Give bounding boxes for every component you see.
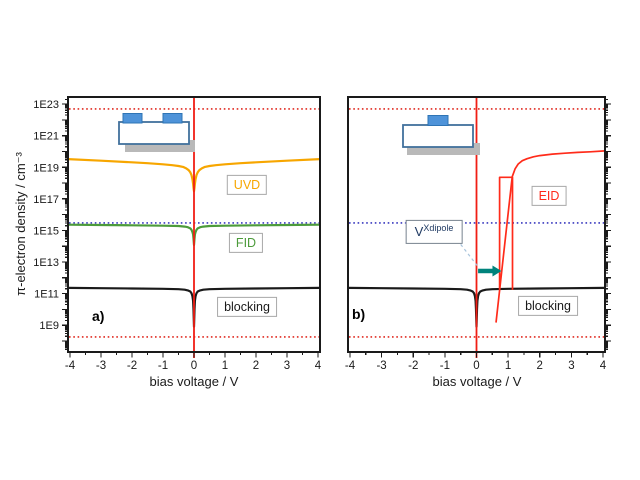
panel-b: -4 -3 -2 -1 0 1 2 3 4	[345, 96, 611, 372]
svg-text:1E13: 1E13	[33, 257, 59, 269]
panel-a: -4 -3 -2 -1 0 1 2 3 4 1E9 1E11 1E13 1E15 1E17 1E19 1E21…	[33, 96, 322, 372]
x-axis-ticks-b: -4 -3 -2 -1 0 1 2 3 4	[345, 352, 607, 372]
svg-text:2: 2	[536, 360, 542, 372]
svg-text:1: 1	[222, 360, 228, 372]
fid-label: FID	[228, 232, 264, 254]
svg-text:-2: -2	[408, 360, 418, 372]
eid-curve	[495, 150, 606, 323]
blocking-label-a: blocking	[217, 296, 277, 318]
svg-text:0: 0	[191, 360, 197, 372]
svg-text:-3: -3	[376, 360, 386, 372]
planar-device-one-top-electrode	[402, 115, 480, 155]
svg-text:-4: -4	[65, 360, 76, 372]
eid-curve	[498, 176, 514, 291]
svg-text:1E21: 1E21	[33, 131, 59, 143]
planar-device-two-top-electrodes	[118, 113, 195, 152]
x-axis-title-a: bias voltage / V	[149, 374, 239, 389]
svg-text:2: 2	[253, 360, 259, 372]
blocking-label-b: blocking	[518, 295, 578, 317]
svg-text:-4: -4	[345, 360, 356, 372]
y-axis-title: π-electron density / cm⁻³	[13, 152, 28, 296]
y-axis-ticks-a	[62, 98, 68, 350]
svg-text:1: 1	[505, 360, 511, 372]
panel-label-a: a)	[92, 308, 105, 324]
svg-text:3: 3	[568, 360, 574, 372]
svg-text:4: 4	[315, 360, 322, 372]
svg-text:1E15: 1E15	[33, 225, 59, 237]
svg-text:1E23: 1E23	[33, 99, 59, 111]
svg-text:-2: -2	[127, 360, 137, 372]
svg-text:1E17: 1E17	[33, 194, 59, 206]
svg-text:-3: -3	[96, 360, 106, 372]
vxdipole-superscript: Xdipole	[423, 222, 454, 233]
svg-text:3: 3	[284, 360, 290, 372]
vxdipole-label: VXdipole	[405, 219, 463, 245]
svg-text:4: 4	[600, 360, 607, 372]
svg-text:-1: -1	[440, 360, 450, 372]
y-axis-ticks-b	[605, 98, 611, 350]
svg-text:1E9: 1E9	[39, 320, 59, 332]
switch-voltage-arrow	[478, 265, 502, 277]
svg-text:1E19: 1E19	[33, 162, 59, 174]
y-axis-tick-labels: 1E9 1E11 1E13 1E15 1E17 1E19 1E21 1E23	[33, 99, 59, 332]
panel-label-b: b)	[352, 306, 366, 322]
svg-text:1E11: 1E11	[34, 289, 59, 301]
svg-text:-1: -1	[158, 360, 168, 372]
x-axis-ticks-a: -4 -3 -2 -1 0 1 2 3 4	[65, 352, 322, 372]
x-axis-title-b: bias voltage / V	[432, 374, 522, 389]
vxdipole-base: V	[414, 224, 424, 240]
svg-text:0: 0	[473, 360, 479, 372]
uvd-label: UVD	[226, 174, 268, 196]
vxdipole-connector-line	[460, 244, 478, 266]
eid-label: EID	[531, 185, 567, 207]
